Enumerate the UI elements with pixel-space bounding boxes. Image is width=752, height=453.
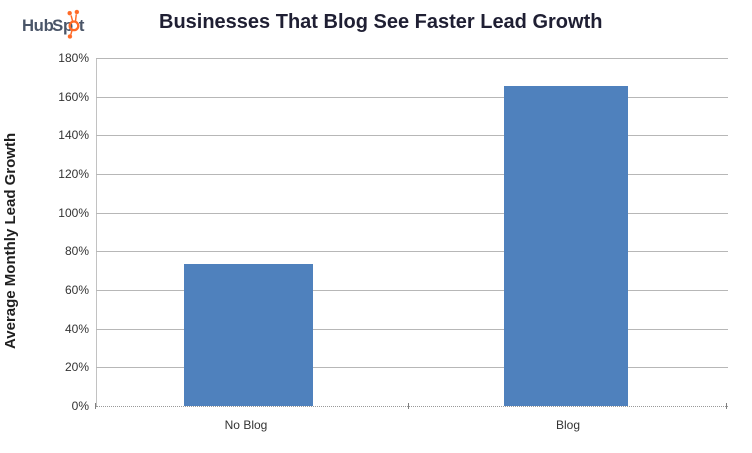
svg-text:t: t <box>79 16 85 35</box>
svg-text:Hub: Hub <box>22 16 54 35</box>
